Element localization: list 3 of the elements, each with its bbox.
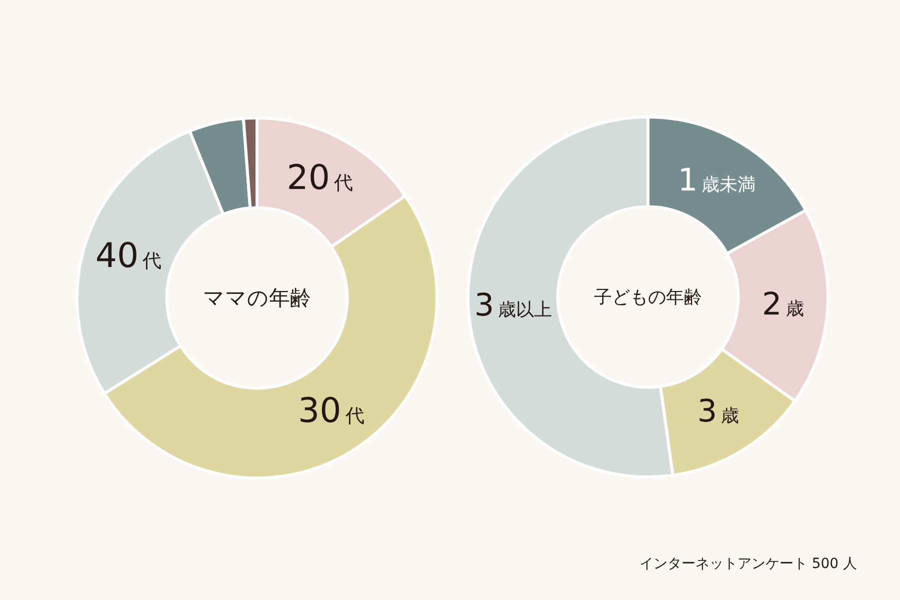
text: ママの年齢 [203, 285, 311, 312]
text: インターネットアンケート 500 人 [639, 555, 857, 573]
text: 子どもの年齢 [594, 286, 702, 309]
